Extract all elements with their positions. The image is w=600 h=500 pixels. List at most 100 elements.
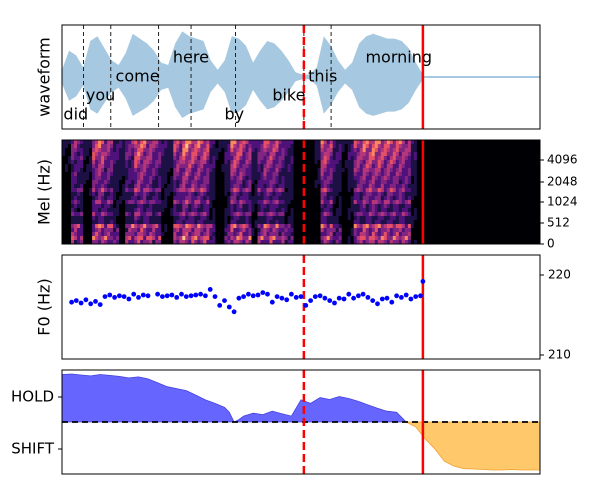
mel-cell xyxy=(182,196,186,201)
mel-cell xyxy=(284,184,289,189)
mel-cell xyxy=(245,232,250,237)
f0-point xyxy=(112,295,117,300)
mel-cell xyxy=(416,172,421,177)
f0-point xyxy=(298,294,304,299)
mel-cell xyxy=(74,140,78,145)
mel-cell xyxy=(407,148,412,153)
mel-cell xyxy=(248,148,253,153)
f0-point xyxy=(341,296,347,302)
mel-cell xyxy=(404,228,409,233)
f0-point xyxy=(420,279,426,284)
mel-cell xyxy=(320,148,325,153)
mel-cell xyxy=(206,204,210,209)
mel-cell xyxy=(74,224,78,229)
mel-cell xyxy=(218,220,222,225)
mel-cell xyxy=(170,196,174,201)
mel-cell xyxy=(401,172,406,177)
mel-cell xyxy=(131,228,135,233)
mel-cell xyxy=(335,216,340,221)
mel-cell xyxy=(176,168,180,173)
mel-cell xyxy=(143,144,147,149)
mel-cell xyxy=(242,204,246,209)
mel-cell xyxy=(308,192,313,197)
mel-cell xyxy=(311,140,316,145)
mel-cell xyxy=(182,156,186,161)
mel-cell xyxy=(335,140,340,145)
mel-cell xyxy=(377,212,382,217)
mel-cell xyxy=(314,228,319,233)
mel-cell xyxy=(89,172,93,177)
mel-cell xyxy=(386,208,391,213)
mel-cell xyxy=(392,140,397,145)
mel-cell xyxy=(179,240,183,244)
mel-cell xyxy=(131,216,135,221)
mel-cell xyxy=(278,192,283,197)
mel-cell xyxy=(113,212,117,217)
mel-cell xyxy=(395,152,400,157)
mel-cell xyxy=(320,160,325,165)
mel-cell xyxy=(338,140,343,145)
mel-cell xyxy=(389,156,394,161)
mel-cell xyxy=(269,232,274,237)
mel-cell xyxy=(251,156,256,161)
mel-cell xyxy=(212,216,216,221)
mel-cell xyxy=(107,144,111,149)
mel-cell xyxy=(332,224,337,229)
mel-cell xyxy=(233,212,237,217)
mel-cell xyxy=(140,228,144,233)
mel-cell xyxy=(287,200,292,205)
mel-cell xyxy=(365,220,370,225)
mel-cell xyxy=(203,212,207,217)
mel-cell xyxy=(344,176,349,181)
mel-cell xyxy=(287,180,292,185)
mel-cell xyxy=(407,224,412,229)
mel-cell xyxy=(221,208,225,213)
mel-cell xyxy=(362,164,367,169)
mel-cell xyxy=(236,172,240,177)
mel-cell xyxy=(239,172,243,177)
mel-cell xyxy=(245,200,250,205)
mel-cell xyxy=(263,204,268,209)
mel-cell xyxy=(290,140,295,145)
mel-cell xyxy=(137,140,141,145)
mel-cell xyxy=(218,160,222,165)
mel-cell xyxy=(353,180,358,185)
mel-cell xyxy=(149,144,153,149)
mel-cell xyxy=(269,172,274,177)
mel-cell xyxy=(308,216,313,221)
mel-cell xyxy=(227,172,231,177)
mel-cell xyxy=(239,180,243,185)
mel-cell xyxy=(215,204,219,209)
mel-cell xyxy=(200,152,204,157)
mel-cell xyxy=(146,184,150,189)
mel-cell xyxy=(365,212,370,217)
mel-cell xyxy=(92,156,96,161)
mel-cell xyxy=(401,160,406,165)
mel-cell xyxy=(62,192,66,197)
mel-cell xyxy=(317,200,322,205)
mel-cell xyxy=(104,232,108,237)
mel-cell xyxy=(146,212,150,217)
mel-cell xyxy=(416,224,421,229)
mel-cell xyxy=(98,180,102,185)
mel-cell xyxy=(206,232,210,237)
mel-cell xyxy=(77,196,81,201)
mel-cell xyxy=(392,176,397,181)
mel-cell xyxy=(311,232,316,237)
mel-cell xyxy=(230,196,234,201)
mel-cell xyxy=(275,200,280,205)
mel-cell xyxy=(125,236,129,241)
mel-cell xyxy=(221,228,225,233)
mel-cell xyxy=(245,236,250,241)
mel-cell xyxy=(68,176,72,181)
mel-cell xyxy=(134,184,138,189)
mel-cell xyxy=(188,232,192,237)
mel-cell xyxy=(239,204,243,209)
mel-cell xyxy=(77,236,81,241)
mel-cell xyxy=(407,220,412,225)
mel-cell xyxy=(74,208,78,213)
mel-cell xyxy=(392,236,397,241)
mel-cell xyxy=(284,228,289,233)
mel-cell xyxy=(266,156,271,161)
mel-cell xyxy=(296,156,301,161)
